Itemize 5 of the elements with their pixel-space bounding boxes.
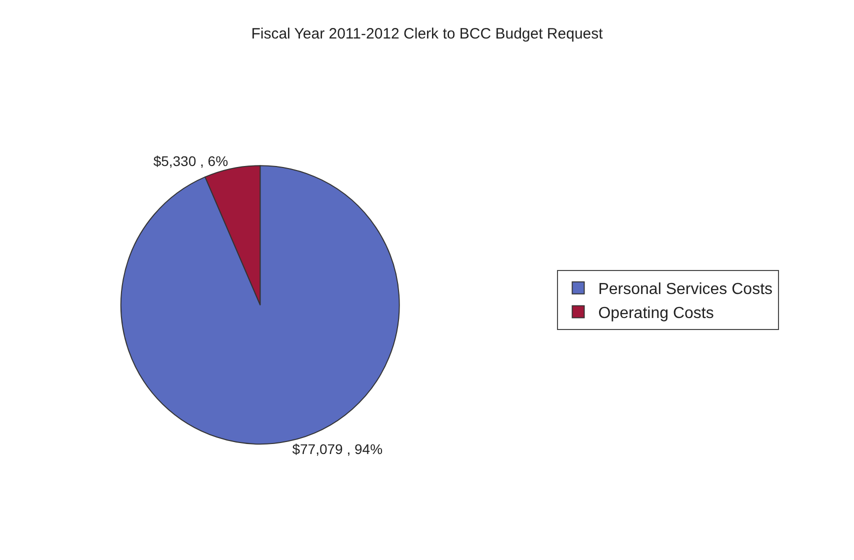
- data-label: $77,079 , 94%: [292, 440, 383, 457]
- chart-title: Fiscal Year 2011-2012 Clerk to BCC Budget Request: [251, 26, 604, 42]
- legend-label: Personal Services Costs: [598, 281, 773, 298]
- legend-label: Operating Costs: [598, 304, 714, 322]
- data-label: $5,330 , 6%: [153, 152, 228, 169]
